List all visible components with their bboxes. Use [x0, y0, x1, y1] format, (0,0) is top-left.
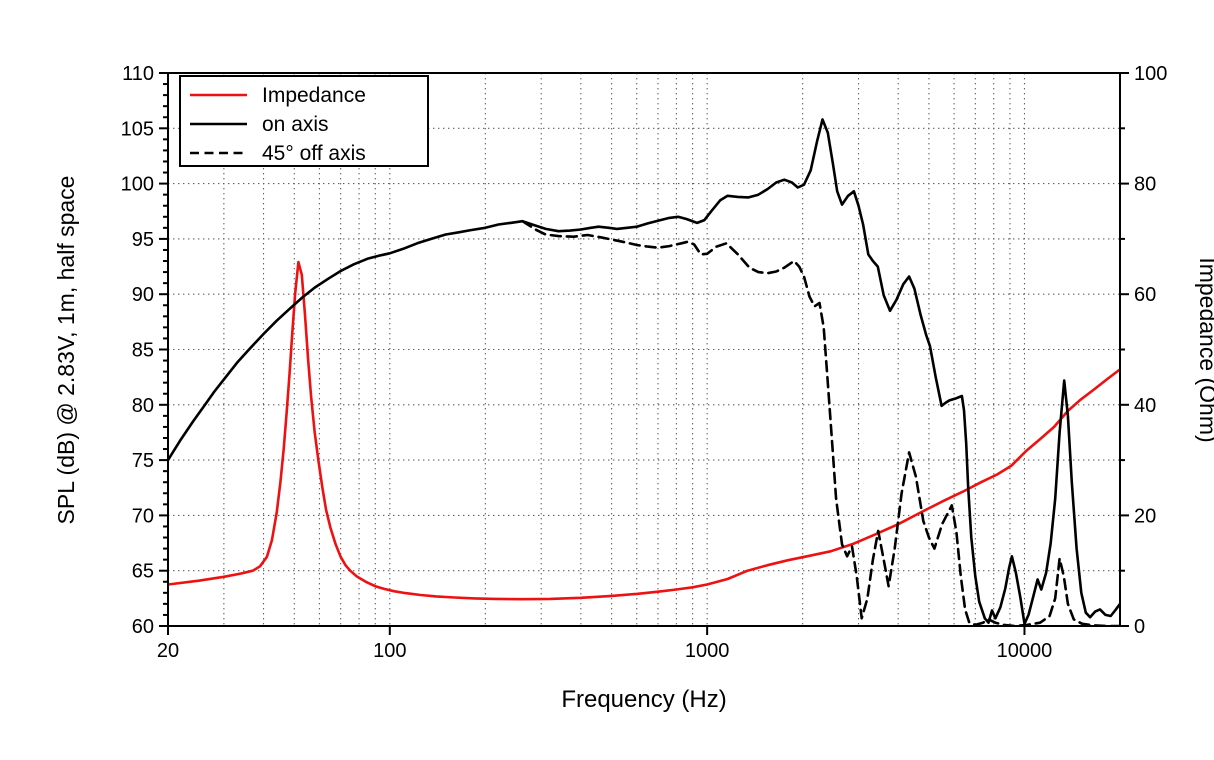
y-right-tick-label-0: 0 — [1134, 616, 1145, 638]
y-left-tick-label-70: 70 — [132, 505, 154, 527]
y-left-tick-label-90: 90 — [132, 284, 154, 306]
legend-label-impedance: Impedance — [262, 84, 366, 107]
speaker-frequency-response-chart: 20 100 1000 10000 60 65 70 75 80 85 90 95 100 105 110 0… — [40, 16, 1214, 744]
legend-label-on-axis: on axis — [262, 113, 329, 136]
y-left-tick-label-65: 65 — [132, 561, 154, 583]
chart-canvas: 20 100 1000 10000 60 65 70 75 80 85 90 95 100 105 110 0… — [53, 63, 1214, 713]
x-tick-label-10000: 10000 — [997, 640, 1053, 662]
curve-impedance — [168, 260, 1120, 601]
y-left-tick-label-105: 105 — [121, 118, 154, 140]
x-tick-label-1000: 1000 — [685, 640, 730, 662]
y-left-tick-label-95: 95 — [132, 229, 154, 251]
curve-on-axis — [168, 118, 1120, 626]
y-right-tick-label-100: 100 — [1134, 63, 1167, 85]
x-axis-title: Frequency (Hz) — [561, 686, 726, 713]
axis-ticks — [159, 72, 1129, 635]
y-left-tick-label-85: 85 — [132, 340, 154, 362]
x-tick-label-100: 100 — [373, 640, 406, 662]
y-right-tick-label-20: 20 — [1134, 505, 1156, 527]
curves — [168, 118, 1120, 626]
y-right-tick-label-60: 60 — [1134, 284, 1156, 306]
legend-label-off-axis: 45° off axis — [262, 142, 366, 165]
y-left-tick-label-75: 75 — [132, 450, 154, 472]
legend: Impedance on axis 45° off axis — [179, 75, 429, 167]
grid-lines — [168, 73, 1120, 626]
y-left-tick-label-60: 60 — [132, 616, 154, 638]
legend-box — [179, 75, 429, 167]
y-axis-title-left: SPL (dB) @ 2.83V, 1m, half space — [53, 176, 79, 525]
y-left-tick-label-110: 110 — [122, 63, 154, 85]
y-left-tick-label-80: 80 — [132, 395, 154, 417]
x-tick-label-20: 20 — [157, 640, 179, 662]
y-axis-title-right: Impedance (Ohm) — [1195, 257, 1214, 442]
axis-tick-labels: 20 100 1000 10000 60 65 70 75 80 85 90 95 100 105 110 0… — [121, 63, 1168, 662]
plot-frame — [167, 72, 1121, 627]
y-left-tick-label-100: 100 — [121, 174, 154, 196]
y-right-tick-label-40: 40 — [1134, 395, 1156, 417]
y-right-tick-label-80: 80 — [1134, 174, 1156, 196]
